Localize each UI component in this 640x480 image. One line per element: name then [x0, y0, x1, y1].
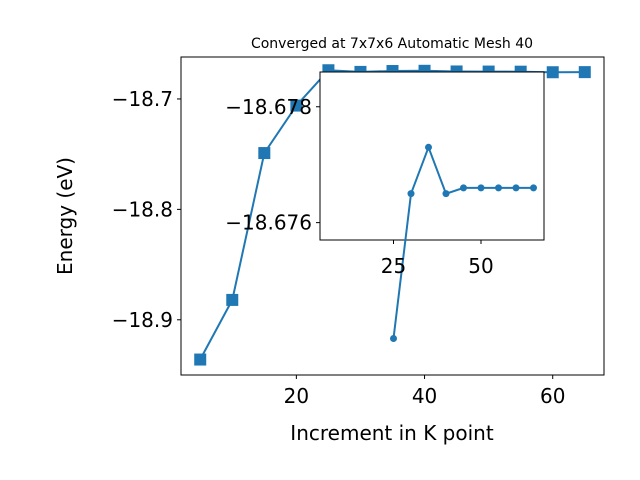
inset-data-point	[425, 143, 432, 151]
inset-y-tick-label: −18.676	[225, 211, 312, 235]
main-data-point	[578, 66, 591, 79]
main-data-point	[258, 147, 271, 160]
x-axis-label: Increment in K point	[290, 421, 494, 445]
inset-data-point	[530, 184, 537, 192]
main-data-point	[226, 293, 239, 306]
inset-axes-frame	[319, 71, 545, 241]
main-axes-frame	[180, 56, 605, 376]
main-data-point	[546, 66, 559, 79]
inset-x-tick-label: 25	[381, 254, 406, 278]
inset-data-point	[512, 184, 520, 192]
main-x-ticks: 20 40 60	[284, 375, 565, 408]
main-y-tick-label: −18.9	[112, 308, 173, 332]
main-y-tick-label: −18.8	[112, 197, 173, 221]
inset-data-point	[477, 184, 485, 192]
main-y-tick-label: −18.7	[112, 87, 173, 111]
inset-data-point	[442, 190, 450, 198]
inset-y-tick-label: −18.678	[225, 95, 312, 119]
chart-title: Converged at 7x7x6 Automatic Mesh 40	[251, 36, 533, 52]
inset-y-ticks: −18.678 −18.676	[225, 95, 320, 235]
inset-x-ticks: 25 50	[381, 240, 494, 278]
inset-series	[390, 143, 537, 342]
main-data-point	[290, 99, 303, 112]
inset-x-tick-label: 50	[468, 254, 493, 278]
inset-data-point	[390, 334, 397, 342]
inset-data-point	[460, 184, 467, 192]
main-x-tick-label: 20	[284, 384, 309, 408]
inset-data-point	[495, 184, 502, 192]
y-axis-label: Energy (eV)	[53, 157, 77, 275]
main-data-point	[194, 353, 207, 366]
main-x-tick-label: 40	[412, 384, 437, 408]
inset-plot: 25 50 −18.678 −18.676	[225, 71, 545, 342]
main-x-tick-label: 60	[540, 384, 565, 408]
inset-data-point	[407, 190, 415, 198]
main-y-ticks: −18.9 −18.8 −18.7	[112, 87, 181, 332]
